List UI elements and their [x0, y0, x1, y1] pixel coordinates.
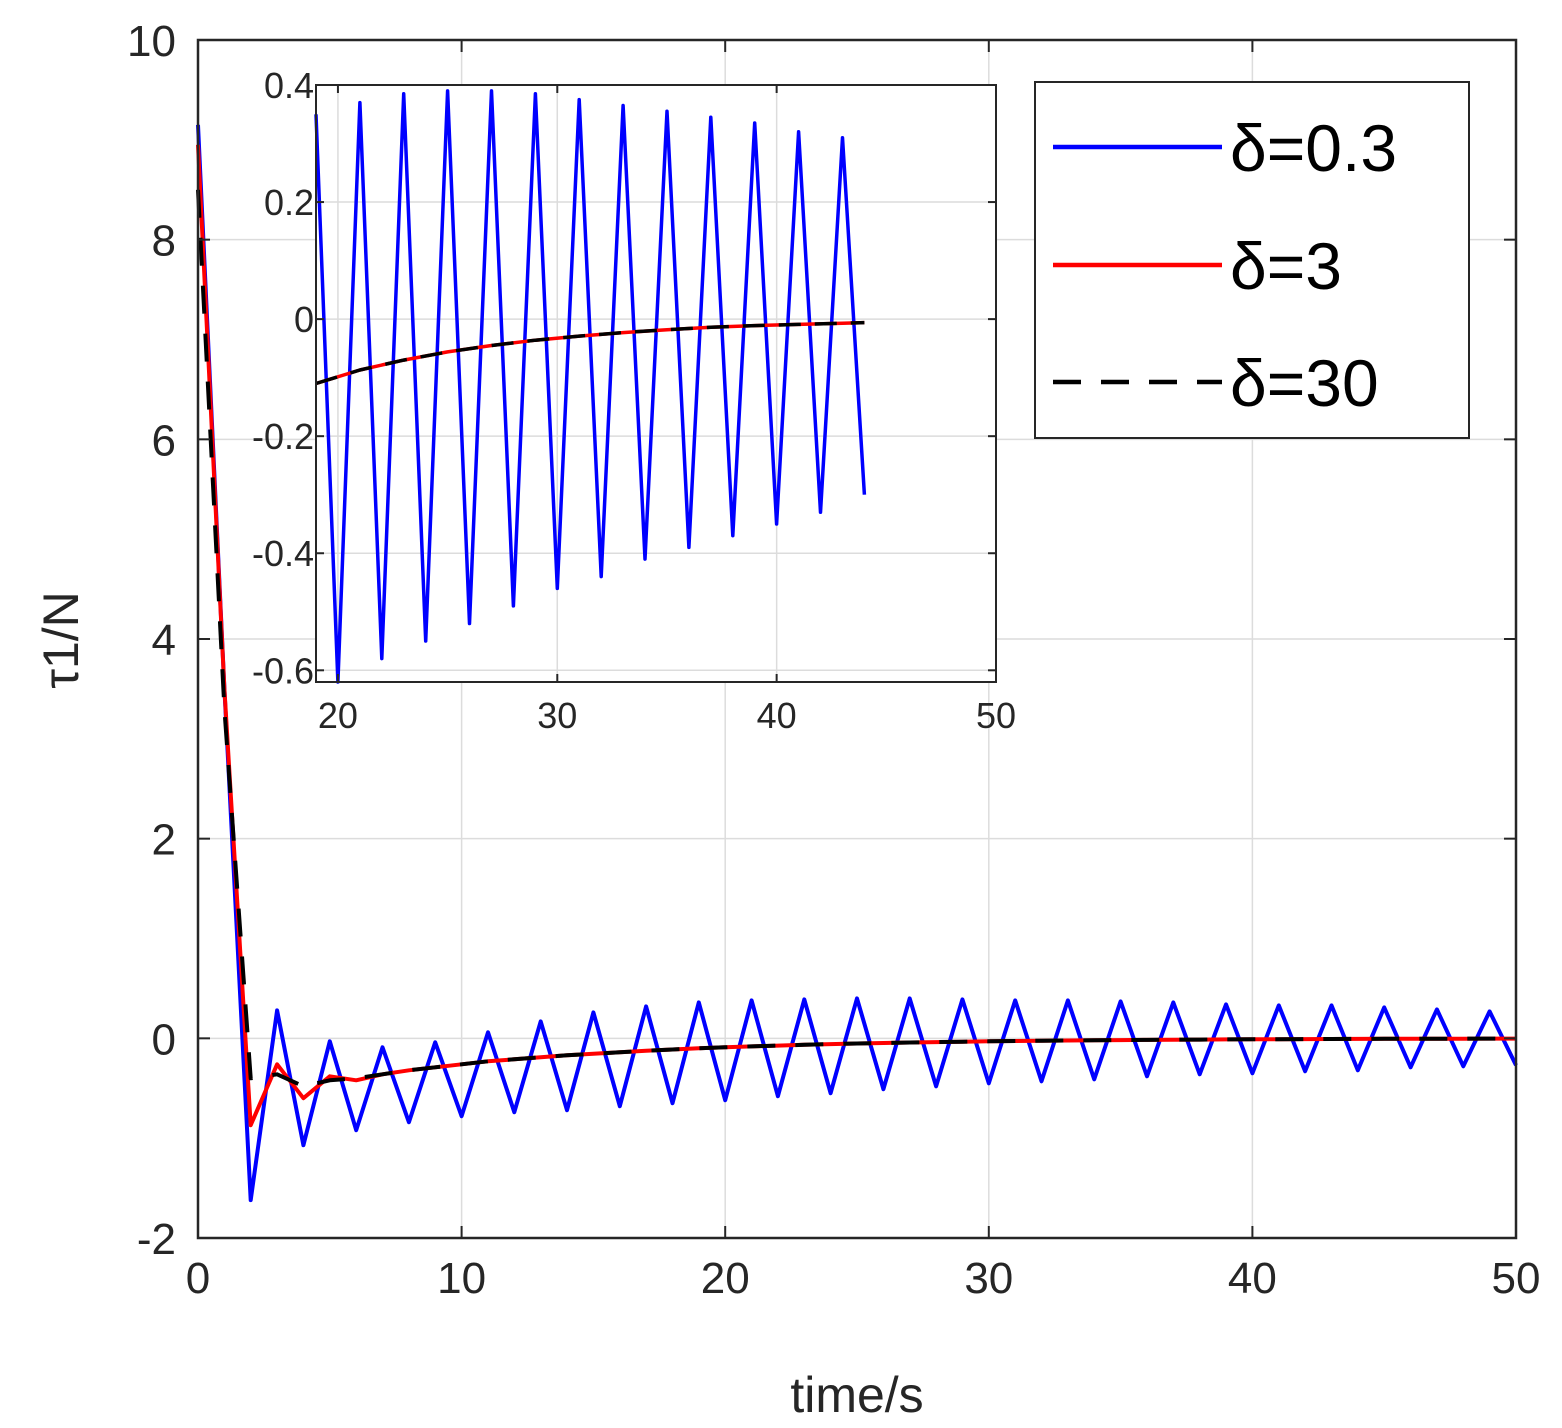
- main-y-tick-label: 2: [152, 816, 176, 865]
- main-x-tick-label: 40: [1228, 1254, 1277, 1303]
- inset-y-tick-label: 0.4: [264, 65, 314, 106]
- legend-label: δ=0.3: [1230, 111, 1397, 185]
- inset-series-line: [314, 89, 867, 684]
- main-x-tick-label: 0: [186, 1254, 210, 1303]
- inset-plot-frame: [315, 84, 997, 683]
- inset-x-tick-label: 20: [318, 695, 358, 736]
- inset-x-tick-label: 30: [537, 695, 577, 736]
- main-y-tick-label: 4: [152, 616, 176, 665]
- main-ticks: [197, 39, 1517, 1239]
- inset-tick-labels: 20 30 40 50 -0.6 -0.4 -0.2 0 0.2 0.4: [252, 65, 1016, 736]
- x-axis-label: time/s: [790, 1367, 923, 1423]
- main-y-tick-label: 0: [152, 1015, 176, 1064]
- inset-ticks: [316, 84, 997, 682]
- inset-series: [314, 89, 867, 684]
- legend-label: δ=3: [1230, 229, 1342, 303]
- main-x-tick-label: 20: [701, 1254, 750, 1303]
- y-axis-label: τ1/N: [33, 591, 89, 689]
- legend: δ=0.3 δ=3 δ=30: [1034, 81, 1470, 439]
- main-y-tick-label: 8: [152, 217, 176, 266]
- inset-y-tick-label: 0.2: [264, 182, 314, 223]
- inset-y-tick-label: 0: [294, 299, 314, 340]
- main-series-line: [196, 124, 1518, 1203]
- inset-x-tick-label: 40: [757, 695, 797, 736]
- inset-x-tick-label: 50: [976, 695, 1016, 736]
- legend-entries: δ=0.3 δ=3 δ=30: [1053, 111, 1397, 420]
- main-x-tick-label: 10: [437, 1254, 486, 1303]
- main-x-tick-label: 30: [964, 1254, 1013, 1303]
- inset-y-tick-label: -0.6: [252, 650, 314, 691]
- legend-box: [1034, 81, 1470, 439]
- main-y-tick-label: -2: [137, 1215, 176, 1264]
- main-y-tick-label: 10: [127, 17, 176, 66]
- legend-label: δ=30: [1230, 346, 1379, 420]
- inset-plot-area: [316, 85, 996, 682]
- main-series: [196, 124, 1518, 1203]
- main-x-tick-label: 50: [1492, 1254, 1541, 1303]
- inset-y-tick-label: -0.2: [252, 416, 314, 457]
- inset-y-tick-label: -0.4: [252, 533, 314, 574]
- main-series-line: [196, 189, 1516, 1089]
- main-y-tick-label: 6: [152, 416, 176, 465]
- inset-series-line: [315, 320, 865, 386]
